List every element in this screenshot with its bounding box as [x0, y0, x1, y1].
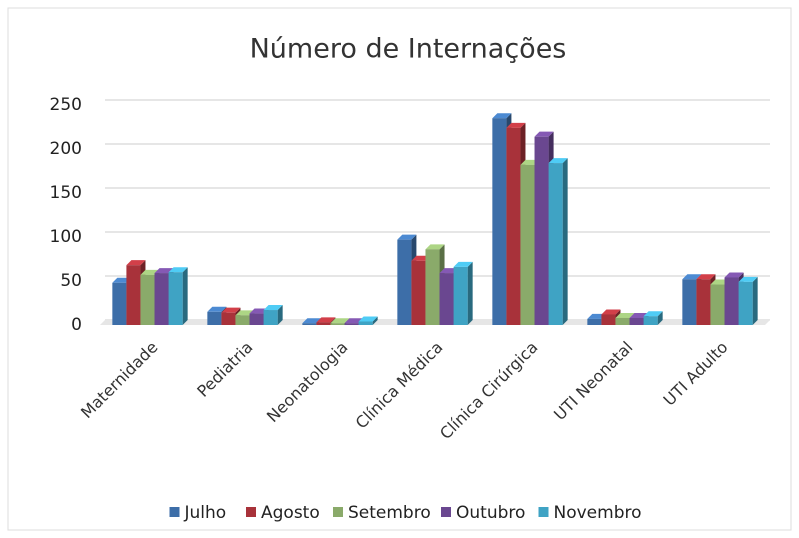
bar-front [330, 323, 345, 325]
bar-top [696, 274, 716, 280]
chart-title: Número de Internações [250, 34, 567, 65]
bar-front [112, 282, 127, 325]
legend-swatch [169, 507, 180, 517]
bar-front [249, 313, 264, 325]
y-tick-label: 200 [50, 139, 82, 159]
bar-side [467, 261, 473, 325]
bar-top [154, 268, 174, 274]
bar-side [372, 316, 378, 325]
bar-side [277, 305, 283, 325]
legend-label: Julho [184, 503, 227, 523]
bar [738, 276, 758, 325]
bar-top [738, 276, 758, 282]
bar-top [724, 272, 744, 278]
bar-front [207, 311, 222, 325]
bar-top [126, 260, 146, 266]
bar-top [302, 318, 322, 324]
bar-front [629, 317, 644, 325]
legend-swatch [333, 507, 343, 517]
bar-front [411, 260, 426, 325]
bar-front [140, 274, 155, 325]
bar-top [506, 122, 526, 128]
bar-front [601, 314, 616, 325]
bar-front [221, 312, 236, 325]
bar-front [710, 284, 725, 325]
bar-front [587, 318, 602, 325]
legend-label: Outubro [456, 503, 525, 523]
bar-top [534, 131, 554, 137]
bar-top [615, 312, 635, 318]
bar-front [548, 163, 563, 325]
bar-front [724, 277, 739, 325]
bar-front [696, 279, 711, 325]
legend-label: Setembro [348, 503, 431, 523]
bar [643, 311, 663, 325]
bar-top [425, 244, 445, 250]
bar [548, 158, 568, 325]
bar-front [643, 316, 658, 325]
bar-front [506, 127, 521, 325]
bar-top [221, 307, 241, 313]
y-tick-label: 250 [50, 95, 82, 115]
bar [168, 267, 188, 325]
bar [358, 316, 378, 325]
legend-label: Novembro [554, 503, 642, 523]
legend-swatch [441, 507, 451, 517]
bar-front [263, 310, 278, 325]
y-tick-label: 50 [60, 271, 82, 291]
bar-front [738, 281, 753, 325]
bar-top [330, 318, 350, 324]
bar-front [520, 164, 535, 325]
bar-front [126, 265, 141, 325]
bar-top [682, 274, 702, 280]
bar-front [235, 315, 250, 325]
bar-front [316, 322, 331, 325]
bar-front [453, 266, 468, 325]
bar-front [154, 273, 169, 325]
bar-front [615, 317, 630, 325]
bar-top [643, 311, 663, 317]
legend-label: Agosto [261, 503, 320, 523]
bar-top [492, 113, 512, 119]
bar-front [168, 272, 183, 325]
y-tick-label: 0 [71, 315, 82, 335]
bar [453, 261, 473, 325]
bar-front [302, 323, 317, 325]
bar-front [425, 249, 440, 325]
bar-top [453, 261, 473, 267]
bar-front [344, 323, 359, 325]
bar-top [263, 305, 283, 311]
bar-side [657, 311, 663, 325]
bar-front [492, 118, 507, 325]
legend-swatch [246, 507, 256, 517]
bar-front [682, 279, 697, 325]
bar-top [601, 309, 621, 315]
bar-top [168, 267, 188, 273]
bar-side [562, 158, 568, 325]
bar-top [207, 306, 227, 312]
bar-top [548, 158, 568, 164]
bar-front [358, 321, 373, 325]
bar-top [397, 234, 417, 240]
bar-side [752, 276, 758, 325]
bar-front [439, 273, 454, 325]
bar-front [534, 136, 549, 325]
bar-top [316, 317, 336, 323]
bar-top [358, 316, 378, 322]
legend-swatch [538, 507, 549, 517]
y-tick-label: 150 [50, 183, 82, 203]
bar-front [397, 239, 412, 325]
bar [263, 305, 283, 325]
bar-side [182, 267, 188, 325]
y-tick-label: 100 [50, 227, 82, 247]
